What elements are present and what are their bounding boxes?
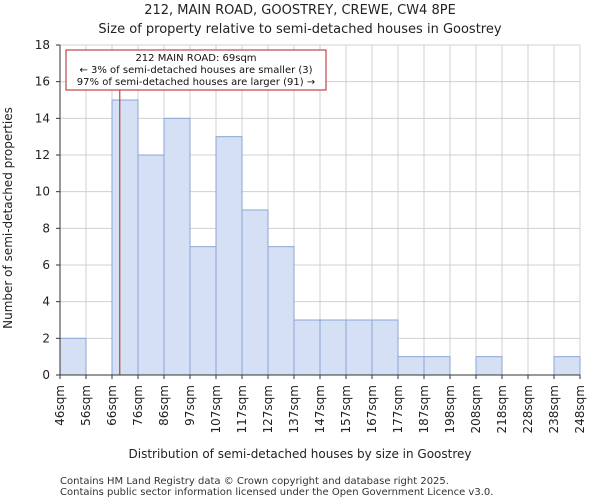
x-tick-labels: 46sqm 56sqm 66sqm 76sqm 86sqm 97sqm 107sqm 117s… xyxy=(53,385,587,433)
x-tick-label: 147sqm xyxy=(313,385,327,433)
x-tick-label: 66sqm xyxy=(105,385,119,426)
x-tick-label: 86sqm xyxy=(157,385,171,426)
bar-147sqm xyxy=(319,319,347,376)
x-tick-label: 76sqm xyxy=(131,385,145,426)
footer-line1: Contains HM Land Registry data © Crown c… xyxy=(60,476,449,487)
bar-157sqm xyxy=(345,319,373,376)
x-tick-label: 187sqm xyxy=(417,385,431,433)
y-tick-label: 4 xyxy=(42,295,50,309)
x-tick-label: 56sqm xyxy=(79,385,93,426)
footer-line2: Contains public sector information licen… xyxy=(60,487,493,498)
chart-subtitle: Size of property relative to semi-detach… xyxy=(98,22,501,37)
chart-title: 212, MAIN ROAD, GOOSTREY, CREWE, CW4 8PE xyxy=(144,3,456,18)
x-tick-label: 46sqm xyxy=(53,385,67,426)
bar-46sqm xyxy=(59,337,87,376)
bar-167sqm xyxy=(371,319,399,376)
x-tick-label: 127sqm xyxy=(261,385,275,433)
bar-177sqm xyxy=(397,356,425,376)
x-tick-label: 218sqm xyxy=(495,385,509,433)
axes xyxy=(56,44,581,379)
x-axis-label: Distribution of semi-detached houses by … xyxy=(129,447,472,461)
x-tick-label: 157sqm xyxy=(339,385,353,433)
annotation-border xyxy=(65,49,327,91)
bar-76sqm xyxy=(137,154,165,376)
y-axis-label: Number of semi-detached properties xyxy=(1,107,15,329)
y-tick-label: 16 xyxy=(35,75,50,89)
bar-187sqm xyxy=(423,356,451,376)
y-tick-label: 10 xyxy=(35,185,50,199)
bar-117sqm xyxy=(241,209,269,376)
annotation-line2: ← 3% of semi-detached houses are smaller… xyxy=(79,65,312,76)
bar-86sqm xyxy=(163,117,191,376)
x-tick-label: 177sqm xyxy=(391,385,405,433)
y-tick-label: 14 xyxy=(35,111,50,125)
bar-107sqm xyxy=(215,136,243,376)
y-tick-label: 8 xyxy=(42,221,50,235)
x-tick-label: 137sqm xyxy=(287,385,301,433)
annotation-line1: 212 MAIN ROAD: 69sqm xyxy=(135,53,256,64)
bar-208sqm xyxy=(475,356,503,376)
y-tick-label: 12 xyxy=(35,148,50,162)
x-tick-label: 238sqm xyxy=(547,385,561,433)
x-tick-label: 198sqm xyxy=(443,385,457,433)
y-tick-label: 2 xyxy=(42,331,50,345)
bars xyxy=(59,99,581,376)
bar-127sqm xyxy=(267,246,295,376)
x-tick-label: 228sqm xyxy=(521,385,535,433)
y-tick-labels: 0 2 4 6 8 10 12 14 16 18 xyxy=(35,38,50,382)
bar-66sqm xyxy=(111,99,139,376)
x-tick-label: 167sqm xyxy=(365,385,379,433)
y-tick-label: 18 xyxy=(35,38,50,52)
y-tick-label: 0 xyxy=(42,368,50,382)
x-tick-label: 248sqm xyxy=(573,385,587,433)
bar-97sqm xyxy=(189,246,217,376)
x-tick-label: 107sqm xyxy=(209,385,223,433)
annotation-line3: 97% of semi-detached houses are larger (… xyxy=(77,77,315,88)
annotation-box: 212 MAIN ROAD: 69sqm ← 3% of semi-detach… xyxy=(65,49,327,91)
x-tick-label: 208sqm xyxy=(469,385,483,433)
x-tick-label: 97sqm xyxy=(183,385,197,426)
bar-137sqm xyxy=(293,319,321,376)
x-tick-label: 117sqm xyxy=(235,385,249,433)
bar-238sqm xyxy=(553,356,581,376)
y-tick-label: 6 xyxy=(42,258,50,272)
